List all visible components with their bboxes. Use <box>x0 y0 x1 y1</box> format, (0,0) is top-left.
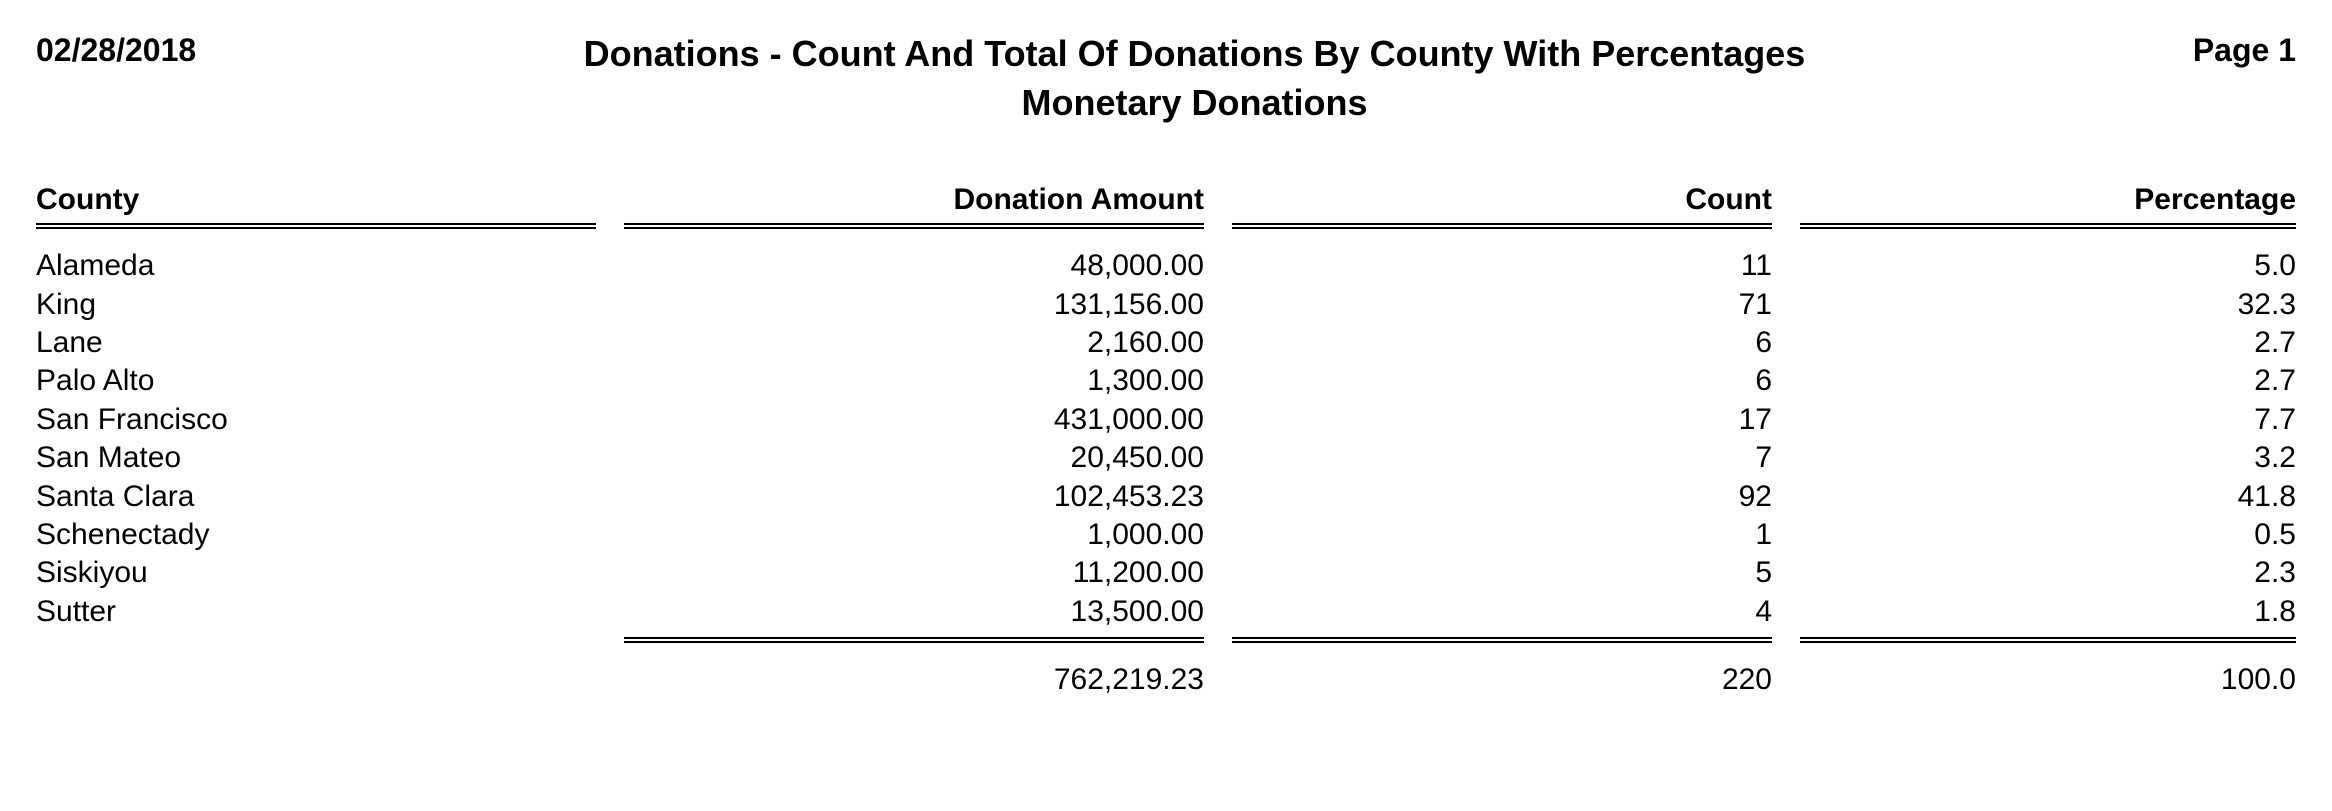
cell-amount-7: 1,000.00 <box>624 516 1204 554</box>
cell-percentage-5: 3.2 <box>1800 439 2296 477</box>
column-header-percentage: Percentage <box>1800 183 2296 229</box>
column-amount: Donation Amount 48,000.00131,156.002,160… <box>624 183 1204 697</box>
cell-amount-2: 2,160.00 <box>624 324 1204 362</box>
column-header-county: County <box>36 183 596 229</box>
report-title-line2: Monetary Donations <box>196 79 2193 128</box>
cell-amount-6: 102,453.23 <box>624 478 1204 516</box>
column-percentage: Percentage 5.032.32.72.77.73.241.80.52.3… <box>1800 183 2296 697</box>
column-body-amount: 48,000.00131,156.002,160.001,300.00431,0… <box>624 247 1204 631</box>
cell-percentage-8: 2.3 <box>1800 554 2296 592</box>
total-count: 220 <box>1232 643 1772 697</box>
total-amount: 762,219.23 <box>624 643 1204 697</box>
column-body-county: AlamedaKingLanePalo AltoSan FranciscoSan… <box>36 247 596 631</box>
cell-count-4: 17 <box>1232 401 1772 439</box>
cell-count-7: 1 <box>1232 516 1772 554</box>
column-count: Count 11716617792154 220 <box>1232 183 1772 697</box>
cell-county-8: Siskiyou <box>36 554 596 592</box>
total-percentage: 100.0 <box>1800 643 2296 697</box>
column-body-count: 11716617792154 <box>1232 247 1772 631</box>
cell-amount-0: 48,000.00 <box>624 247 1204 285</box>
report-header: 02/28/2018 Donations - Count And Total O… <box>36 30 2296 127</box>
cell-county-2: Lane <box>36 324 596 362</box>
report-table: County AlamedaKingLanePalo AltoSan Franc… <box>36 183 2296 697</box>
cell-percentage-3: 2.7 <box>1800 362 2296 400</box>
report-date: 02/28/2018 <box>36 30 196 69</box>
cell-amount-1: 131,156.00 <box>624 286 1204 324</box>
cell-amount-8: 11,200.00 <box>624 554 1204 592</box>
column-header-count: Count <box>1232 183 1772 229</box>
page-number: Page 1 <box>2193 30 2296 69</box>
cell-count-0: 11 <box>1232 247 1772 285</box>
cell-county-1: King <box>36 286 596 324</box>
cell-county-7: Schenectady <box>36 516 596 554</box>
cell-amount-3: 1,300.00 <box>624 362 1204 400</box>
cell-count-5: 7 <box>1232 439 1772 477</box>
cell-count-9: 4 <box>1232 593 1772 631</box>
report-title-block: Donations - Count And Total Of Donations… <box>196 30 2193 127</box>
cell-amount-4: 431,000.00 <box>624 401 1204 439</box>
cell-percentage-4: 7.7 <box>1800 401 2296 439</box>
cell-percentage-0: 5.0 <box>1800 247 2296 285</box>
cell-count-2: 6 <box>1232 324 1772 362</box>
cell-amount-5: 20,450.00 <box>624 439 1204 477</box>
cell-percentage-7: 0.5 <box>1800 516 2296 554</box>
cell-count-3: 6 <box>1232 362 1772 400</box>
cell-county-9: Sutter <box>36 593 596 631</box>
column-header-amount: Donation Amount <box>624 183 1204 229</box>
cell-count-1: 71 <box>1232 286 1772 324</box>
cell-county-4: San Francisco <box>36 401 596 439</box>
cell-percentage-6: 41.8 <box>1800 478 2296 516</box>
cell-count-6: 92 <box>1232 478 1772 516</box>
report-title-line1: Donations - Count And Total Of Donations… <box>196 30 2193 79</box>
cell-county-3: Palo Alto <box>36 362 596 400</box>
cell-percentage-1: 32.3 <box>1800 286 2296 324</box>
cell-count-8: 5 <box>1232 554 1772 592</box>
cell-county-0: Alameda <box>36 247 596 285</box>
cell-percentage-2: 2.7 <box>1800 324 2296 362</box>
cell-county-5: San Mateo <box>36 439 596 477</box>
column-body-percentage: 5.032.32.72.77.73.241.80.52.31.8 <box>1800 247 2296 631</box>
cell-county-6: Santa Clara <box>36 478 596 516</box>
cell-amount-9: 13,500.00 <box>624 593 1204 631</box>
report-page: 02/28/2018 Donations - Count And Total O… <box>0 0 2332 727</box>
column-county: County AlamedaKingLanePalo AltoSan Franc… <box>36 183 596 697</box>
cell-percentage-9: 1.8 <box>1800 593 2296 631</box>
